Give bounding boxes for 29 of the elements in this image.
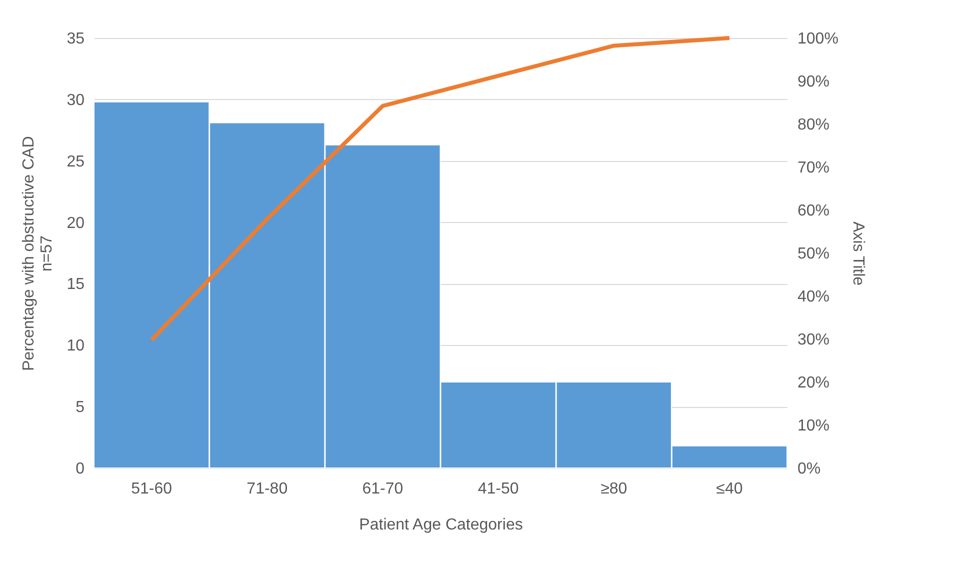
x-tick-label: 61-70 [362,480,404,498]
line-series [150,36,732,342]
y-tick-label: 20 [66,214,85,232]
x-tick-label: ≤40 [716,480,743,498]
y2-tick-label: 70% [798,160,830,176]
x-axis-title: Patient Age Categories [359,516,523,534]
y2-axis-title: Axis Title [849,221,866,286]
y2-tick-label: 60% [798,202,830,220]
x-tick-label: ≥80 [600,480,628,498]
y2-tick-label: 90% [798,74,830,90]
y-tick-label: 0 [76,460,85,478]
y-tick-label: 15 [66,276,85,294]
y-tick-label: 10 [66,338,85,355]
y2-tick-label: 20% [798,374,830,392]
y-tick-label: 35 [66,30,85,48]
x-tick-label: 51-60 [131,480,172,498]
y2-tick-label: 40% [798,288,830,306]
y2-tick-label: 100% [798,30,838,48]
y-axis-title: Percentage with obstructive CAD n=57 [20,136,56,371]
x-tick-label: 41-50 [478,480,519,498]
y-tick-label: 30 [66,92,85,109]
y2-tick-label: 30% [798,332,830,348]
y2-tick-label: 80% [798,116,830,134]
y-tick-label: 5 [76,399,85,416]
y-tick-label: 25 [66,153,85,170]
y2-tick-label: 0% [798,460,821,478]
y2-tick-label: 50% [798,246,830,262]
x-tick-label: 71-80 [246,480,288,498]
y2-tick-label: 10% [798,418,830,434]
